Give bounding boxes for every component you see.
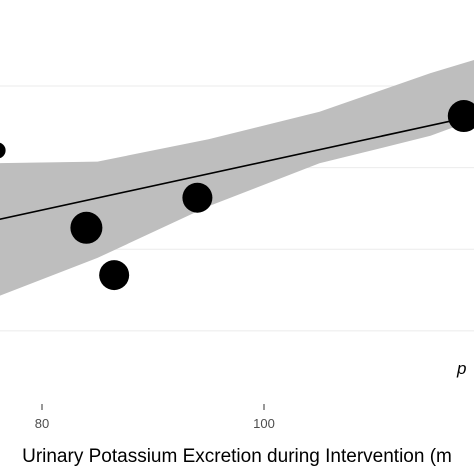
- x-axis-title: Urinary Potassium Excretion during Inter…: [22, 446, 452, 467]
- p-value-annotation: p: [456, 359, 466, 378]
- data-point-1: [0, 142, 6, 159]
- data-point-5: [447, 100, 474, 133]
- confidence-band-layer: [0, 59, 474, 296]
- confidence-band: [0, 59, 474, 296]
- x-tick-label-0: 80: [35, 416, 49, 431]
- x-tick-label-1: 100: [253, 416, 275, 431]
- data-point-4: [182, 182, 213, 213]
- data-points: [0, 100, 474, 291]
- x-axis: 80 100: [35, 404, 275, 431]
- data-point-3: [99, 260, 130, 291]
- data-point-2: [70, 211, 103, 244]
